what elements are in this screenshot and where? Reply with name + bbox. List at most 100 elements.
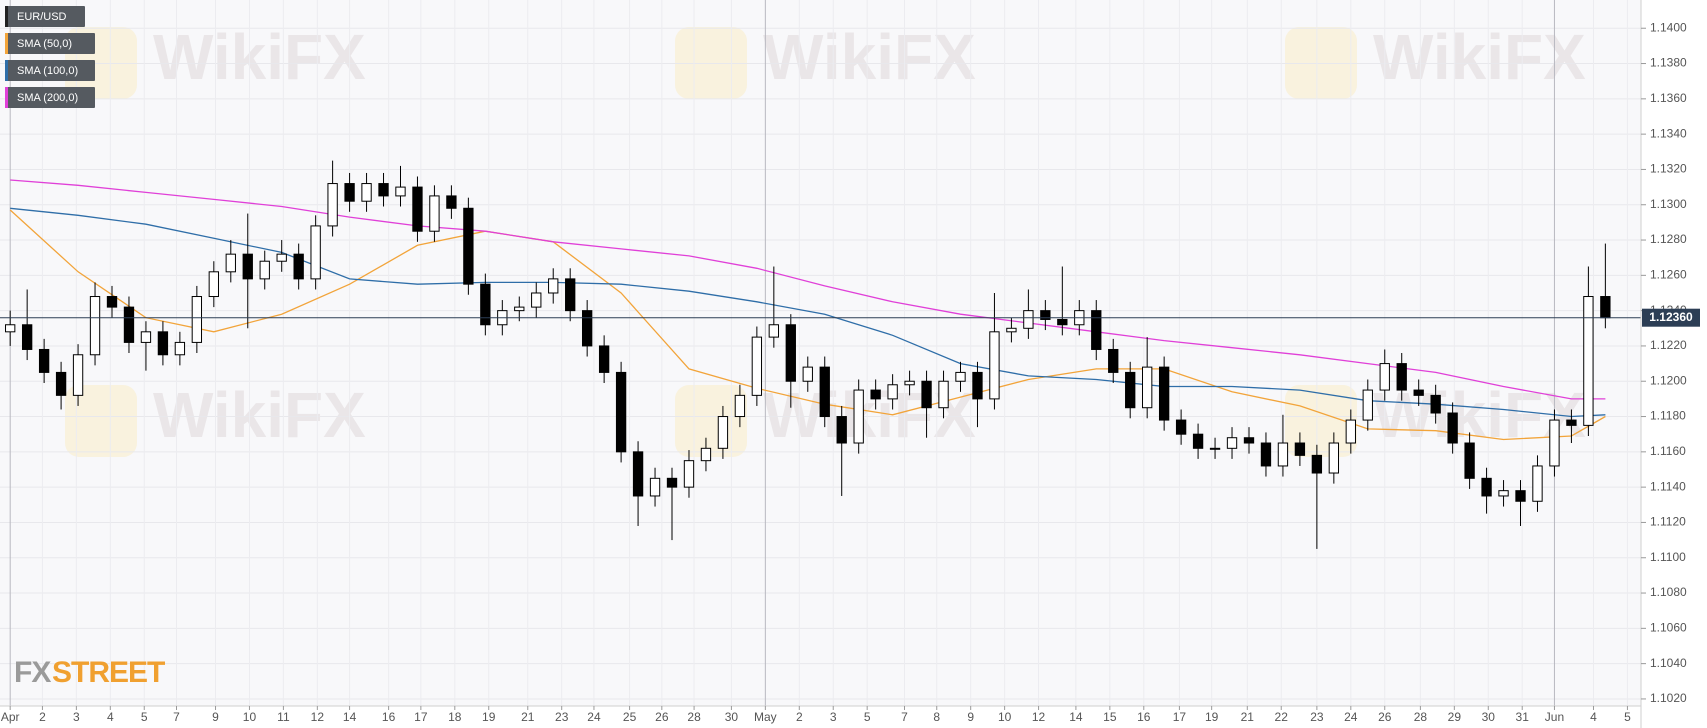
candle-body — [191, 296, 203, 343]
y-tick-label: 1.1180 — [1650, 409, 1686, 423]
candle-body — [1566, 419, 1577, 426]
candle-body — [446, 195, 457, 209]
legend-box — [5, 87, 95, 108]
candle-body — [1345, 419, 1356, 444]
legend-box — [5, 60, 95, 81]
candle-body — [123, 306, 135, 343]
candle-body — [174, 341, 186, 356]
candle-body — [972, 371, 983, 400]
x-tick-label: 7 — [173, 710, 180, 724]
candle-body — [1023, 310, 1034, 329]
candle-body — [361, 183, 372, 202]
x-tick-label: 30 — [725, 710, 739, 724]
x-tick-label: 5 — [864, 710, 871, 724]
logo-street: STREET — [52, 656, 165, 689]
candle-body — [581, 310, 593, 347]
legend-swatch — [5, 60, 8, 81]
candle-body — [1209, 447, 1221, 450]
candle-body — [734, 394, 746, 418]
x-tick-label: 17 — [414, 710, 428, 724]
candle-body — [1328, 442, 1340, 474]
candle-body — [921, 380, 932, 409]
candle-body — [598, 345, 610, 373]
candle-body — [1040, 310, 1051, 320]
candle-body — [1192, 433, 1204, 449]
candle-body — [1243, 437, 1255, 444]
x-tick-label: 2 — [796, 710, 803, 724]
candle-body — [1379, 363, 1390, 391]
y-tick-label: 1.1300 — [1650, 197, 1687, 211]
candle-body — [1108, 348, 1119, 373]
x-tick-label: 14 — [1069, 710, 1083, 724]
x-tick-label: 3 — [73, 710, 80, 724]
legend-label: SMA (200,0) — [17, 92, 78, 104]
sma-line — [10, 179, 1606, 400]
watermark: WikiFX — [763, 21, 976, 93]
last-price-label: 1.12360 — [1649, 310, 1693, 324]
candle-body — [1515, 490, 1526, 502]
x-tick-label: Jun — [1545, 710, 1564, 724]
candle-body — [327, 183, 338, 227]
candle-body — [666, 477, 678, 488]
watermark: WikiFX — [153, 21, 366, 93]
x-tick-label: 28 — [1414, 710, 1428, 724]
y-tick-label: 1.1140 — [1650, 479, 1686, 493]
legend-swatch — [5, 33, 8, 54]
x-tick-label: 4 — [107, 710, 114, 724]
candle-body — [276, 253, 287, 262]
y-tick-label: 1.1100 — [1650, 550, 1686, 564]
legend-box — [5, 33, 95, 54]
candle-body — [259, 260, 270, 280]
candle-body — [836, 416, 847, 444]
candle-body — [751, 336, 763, 396]
candle-body — [1006, 327, 1017, 333]
legend-label: SMA (100,0) — [17, 65, 78, 77]
x-tick-label: 2 — [39, 710, 46, 724]
candle-body — [565, 278, 576, 312]
x-tick-label: 29 — [1448, 710, 1462, 724]
x-tick-label: 31 — [1516, 710, 1530, 724]
candle-body — [632, 451, 644, 497]
x-tick-label: 10 — [243, 710, 257, 724]
candle-body — [1311, 454, 1323, 474]
candle-body — [785, 324, 796, 382]
x-tick-label: 19 — [482, 710, 496, 724]
candle-body — [55, 371, 67, 396]
x-tick-label: 28 — [687, 710, 701, 724]
candle-body — [1091, 310, 1102, 350]
legend-label: EUR/USD — [17, 11, 67, 23]
y-tick-label: 1.1200 — [1650, 373, 1687, 387]
x-tick-label: May — [754, 710, 777, 724]
x-tick-label: 21 — [1241, 710, 1255, 724]
x-tick-label: 7 — [901, 710, 908, 724]
candle-body — [157, 331, 169, 356]
y-tick-label: 1.1120 — [1650, 515, 1686, 529]
x-tick-label: 12 — [1032, 710, 1046, 724]
x-tick-label: 24 — [587, 710, 601, 724]
x-axis-background — [0, 706, 1641, 728]
x-tick-label: 3 — [830, 710, 837, 724]
watermark-icon — [1285, 27, 1357, 99]
x-tick-label: 9 — [967, 710, 974, 724]
candle-body — [1142, 366, 1153, 409]
x-tick-label: 18 — [448, 710, 462, 724]
candle-body — [615, 371, 627, 453]
candle-body — [1158, 366, 1170, 421]
candle-body — [904, 380, 915, 386]
candle-body — [938, 380, 949, 409]
x-tick-label: 10 — [998, 710, 1012, 724]
y-tick-label: 1.1400 — [1650, 20, 1687, 34]
candle-body — [106, 296, 118, 308]
watermark-icon — [675, 385, 747, 457]
x-tick-label: 25 — [623, 710, 637, 724]
y-tick-label: 1.1060 — [1650, 621, 1687, 635]
y-tick-label: 1.1260 — [1650, 268, 1687, 282]
y-axis-background — [1641, 0, 1707, 728]
x-tick-label: 30 — [1482, 710, 1496, 724]
candle-body — [225, 253, 236, 273]
candle-body — [955, 371, 966, 382]
candle-body — [344, 183, 355, 202]
candle-body — [140, 331, 152, 343]
